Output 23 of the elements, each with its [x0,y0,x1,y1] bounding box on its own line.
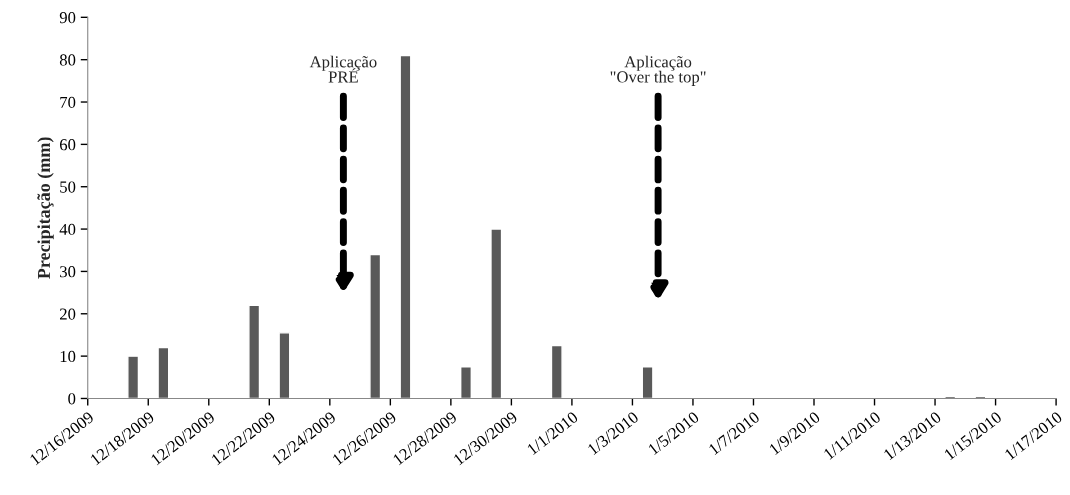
annotation: Aplicação PRÉ [309,55,377,83]
y-tick-label: 80 [59,54,76,66]
y-tick-label: 30 [60,266,76,278]
bar [641,366,654,399]
bar [157,346,170,399]
bar [369,253,382,399]
y-tick-label: 0 [68,393,76,405]
y-tick-label: 50 [60,181,76,193]
bar [550,344,563,399]
bar [399,54,412,399]
y-tick-label: 20 [60,308,76,320]
bar [490,228,503,399]
y-axis-title: Precipitação (mm) [37,137,54,279]
annotation: Aplicação "Over the top" [610,55,706,86]
y-tick-label: 10 [60,350,76,363]
y-tick-label: 70 [60,96,76,108]
y-tick-label: 60 [59,139,76,151]
bar [460,366,472,399]
bar [127,355,140,399]
y-tick-label: 90 [59,12,76,24]
bar [248,304,261,399]
y-tick-label: 40 [59,223,76,236]
bar [278,332,291,399]
